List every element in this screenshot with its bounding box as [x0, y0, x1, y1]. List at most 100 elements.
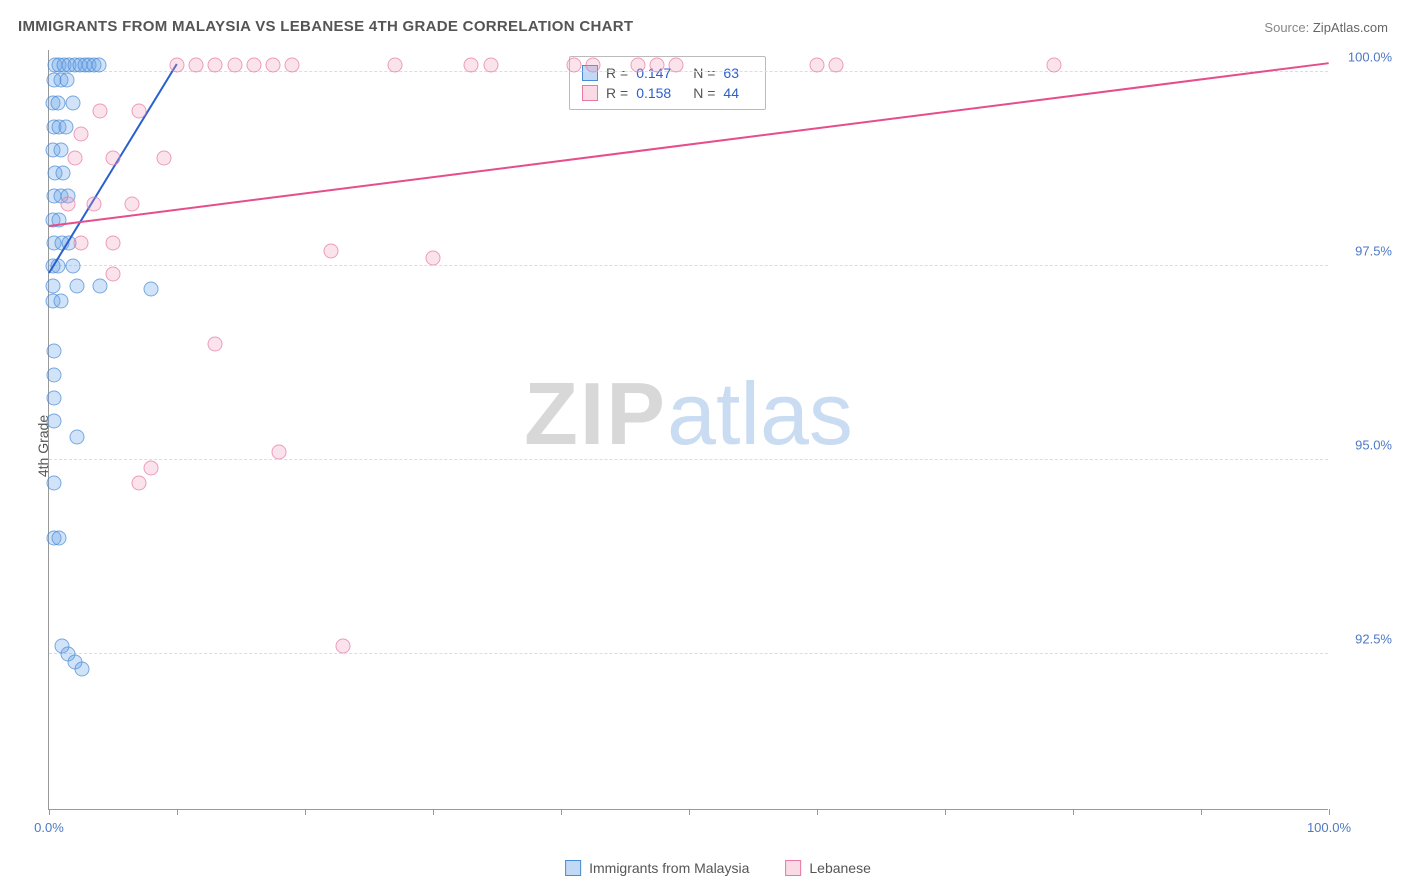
data-point [650, 57, 665, 72]
stats-legend-row: R = 0.158 N = 44 [582, 83, 753, 103]
legend-item: Lebanese [785, 860, 871, 876]
x-tick [433, 809, 434, 815]
data-point [157, 150, 172, 165]
data-point [75, 662, 90, 677]
stat-value: 63 [723, 65, 739, 81]
data-point [131, 476, 146, 491]
data-point [67, 150, 82, 165]
x-tick [1073, 809, 1074, 815]
data-point [426, 251, 441, 266]
data-point [810, 57, 825, 72]
data-point [566, 57, 581, 72]
gridline [49, 653, 1328, 654]
data-point [47, 367, 62, 382]
data-point [93, 104, 108, 119]
data-point [144, 282, 159, 297]
x-tick [561, 809, 562, 815]
data-point [56, 166, 71, 181]
legend-swatch-icon [565, 860, 581, 876]
stats-legend-row: R = 0.147 N = 63 [582, 63, 753, 83]
data-point [59, 73, 74, 88]
data-point [47, 390, 62, 405]
data-point [586, 57, 601, 72]
data-point [52, 530, 67, 545]
data-point [47, 414, 62, 429]
data-point [58, 119, 73, 134]
scatter-plot: ZIPatlas R = 0.147 N = 63 R = 0.158 N = … [48, 50, 1328, 810]
y-tick-label: 100.0% [1336, 50, 1392, 65]
stat-value: 0.158 [636, 85, 671, 101]
x-tick [689, 809, 690, 815]
source-attribution: Source: ZipAtlas.com [1264, 20, 1388, 35]
data-point [53, 142, 68, 157]
stat-key: R = [606, 85, 628, 101]
y-tick-label: 95.0% [1336, 438, 1392, 453]
data-point [53, 294, 68, 309]
gridline [49, 71, 1328, 72]
data-point [208, 57, 223, 72]
data-point [131, 104, 146, 119]
data-point [106, 266, 121, 281]
gridline [49, 265, 1328, 266]
data-point [93, 278, 108, 293]
data-point [47, 476, 62, 491]
data-point [74, 235, 89, 250]
data-point [125, 197, 140, 212]
source-value: ZipAtlas.com [1313, 20, 1388, 35]
data-point [630, 57, 645, 72]
series-legend: Immigrants from Malaysia Lebanese [565, 860, 871, 876]
legend-swatch-icon [785, 860, 801, 876]
y-tick-label: 97.5% [1336, 244, 1392, 259]
data-point [323, 243, 338, 258]
x-tick [817, 809, 818, 815]
x-tick-label: 100.0% [1307, 820, 1351, 835]
data-point [86, 197, 101, 212]
x-tick [1329, 809, 1330, 815]
data-point [669, 57, 684, 72]
data-point [74, 127, 89, 142]
legend-label: Lebanese [809, 860, 871, 876]
gridline [49, 459, 1328, 460]
stat-key: N = [693, 65, 715, 81]
legend-swatch-icon [582, 85, 598, 101]
data-point [387, 57, 402, 72]
watermark: ZIPatlas [524, 363, 853, 465]
x-tick [1201, 809, 1202, 815]
data-point [170, 57, 185, 72]
x-tick [177, 809, 178, 815]
chart-title: IMMIGRANTS FROM MALAYSIA VS LEBANESE 4TH… [18, 18, 633, 35]
data-point [483, 57, 498, 72]
data-point [285, 57, 300, 72]
stat-value: 44 [723, 85, 739, 101]
data-point [144, 460, 159, 475]
x-tick-label: 0.0% [34, 820, 64, 835]
plot-container: ZIPatlas R = 0.147 N = 63 R = 0.158 N = … [48, 50, 1388, 840]
data-point [106, 150, 121, 165]
source-label: Source: [1264, 20, 1309, 35]
legend-item: Immigrants from Malaysia [565, 860, 749, 876]
data-point [91, 57, 106, 72]
data-point [66, 96, 81, 111]
stat-key: N = [693, 85, 715, 101]
data-point [208, 336, 223, 351]
data-point [1046, 57, 1061, 72]
data-point [227, 57, 242, 72]
data-point [50, 96, 65, 111]
data-point [70, 278, 85, 293]
x-tick [945, 809, 946, 815]
data-point [246, 57, 261, 72]
data-point [47, 344, 62, 359]
data-point [66, 259, 81, 274]
data-point [272, 445, 287, 460]
x-tick [305, 809, 306, 815]
stat-key: R = [606, 65, 628, 81]
y-tick-label: 92.5% [1336, 631, 1392, 646]
data-point [61, 197, 76, 212]
data-point [45, 278, 60, 293]
data-point [336, 639, 351, 654]
data-point [464, 57, 479, 72]
watermark-part1: ZIP [524, 364, 667, 463]
data-point [70, 429, 85, 444]
data-point [189, 57, 204, 72]
data-point [266, 57, 281, 72]
